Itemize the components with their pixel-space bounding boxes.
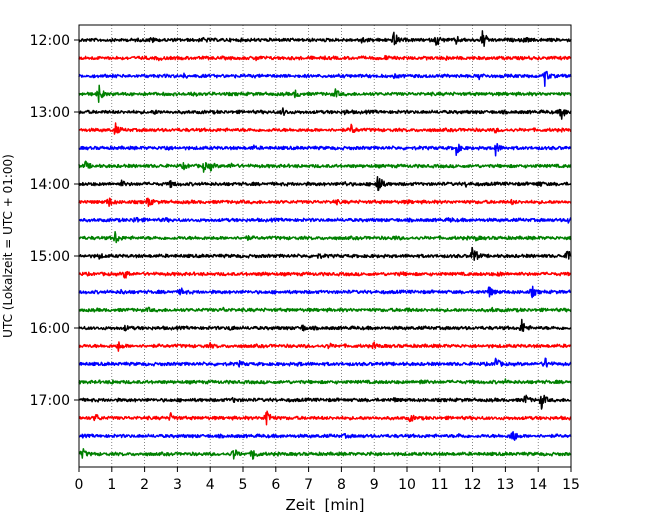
seismic-trace-1600 — [78, 318, 572, 332]
y-tick-label: 12:00 — [30, 33, 70, 49]
seismic-trace-1730 — [78, 431, 572, 441]
x-tick-label: 12 — [464, 477, 482, 493]
y-tick-label: 17:00 — [30, 393, 70, 409]
seismic-trace-1245 — [78, 84, 572, 103]
x-tick-label: 15 — [562, 477, 580, 493]
seismic-trace-1200 — [78, 30, 572, 47]
seismic-trace-1530 — [78, 285, 572, 299]
trace-lines — [78, 30, 572, 460]
x-tick-label: 6 — [271, 477, 280, 493]
x-tick-label: 1 — [107, 477, 116, 493]
seismic-trace-1645 — [78, 378, 572, 385]
seismic-trace-1615 — [78, 341, 572, 352]
x-tick-label: 5 — [239, 477, 248, 493]
seismic-trace-1430 — [78, 216, 572, 224]
seismic-trace-1715 — [78, 410, 572, 426]
y-tick-label: 13:00 — [30, 105, 70, 121]
seismic-trace-1415 — [78, 197, 572, 207]
x-tick-label: 13 — [496, 477, 514, 493]
seismic-trace-1400 — [78, 176, 572, 192]
x-tick-label: 10 — [398, 477, 416, 493]
y-tick-label: 14:00 — [30, 177, 70, 193]
x-axis: 0 1 2 3 4 5 6 7 8 9 10 11 12 13 14 15 — [75, 467, 580, 493]
seismic-trace-1445 — [78, 231, 572, 244]
seismic-trace-1315 — [78, 122, 572, 135]
y-tick-label: 15:00 — [30, 249, 70, 265]
x-tick-label: 3 — [173, 477, 182, 493]
x-axis-label: Zeit [min] — [285, 496, 364, 514]
x-tick-label: 4 — [206, 477, 215, 493]
x-tick-label: 0 — [75, 477, 84, 493]
seismic-trace-1700 — [78, 394, 572, 410]
x-tick-label: 8 — [337, 477, 346, 493]
y-axis: 12:00 13:00 14:00 15:00 16:00 17:00 — [30, 33, 79, 409]
seismic-trace-1545 — [78, 306, 572, 313]
seismic-trace-1215 — [78, 54, 572, 62]
seismic-trace-1330 — [78, 142, 572, 157]
seismic-trace-1515 — [78, 270, 572, 279]
plot-frame — [78, 24, 572, 468]
seismic-trace-1230 — [78, 70, 572, 87]
seismic-trace-1500 — [78, 246, 572, 261]
seismic-trace-1630 — [78, 357, 572, 368]
seismic-trace-1745 — [78, 448, 572, 460]
y-axis-label: UTC (Lokalzeit = UTC + 01:00) — [1, 154, 15, 338]
seismic-trace-1300 — [78, 107, 572, 120]
x-tick-label: 7 — [304, 477, 313, 493]
x-tick-label: 11 — [431, 477, 449, 493]
x-tick-label: 9 — [370, 477, 379, 493]
x-tick-label: 2 — [140, 477, 149, 493]
seismic-trace-1345 — [78, 160, 572, 173]
y-tick-label: 16:00 — [30, 321, 70, 337]
x-tick-label: 14 — [529, 477, 547, 493]
